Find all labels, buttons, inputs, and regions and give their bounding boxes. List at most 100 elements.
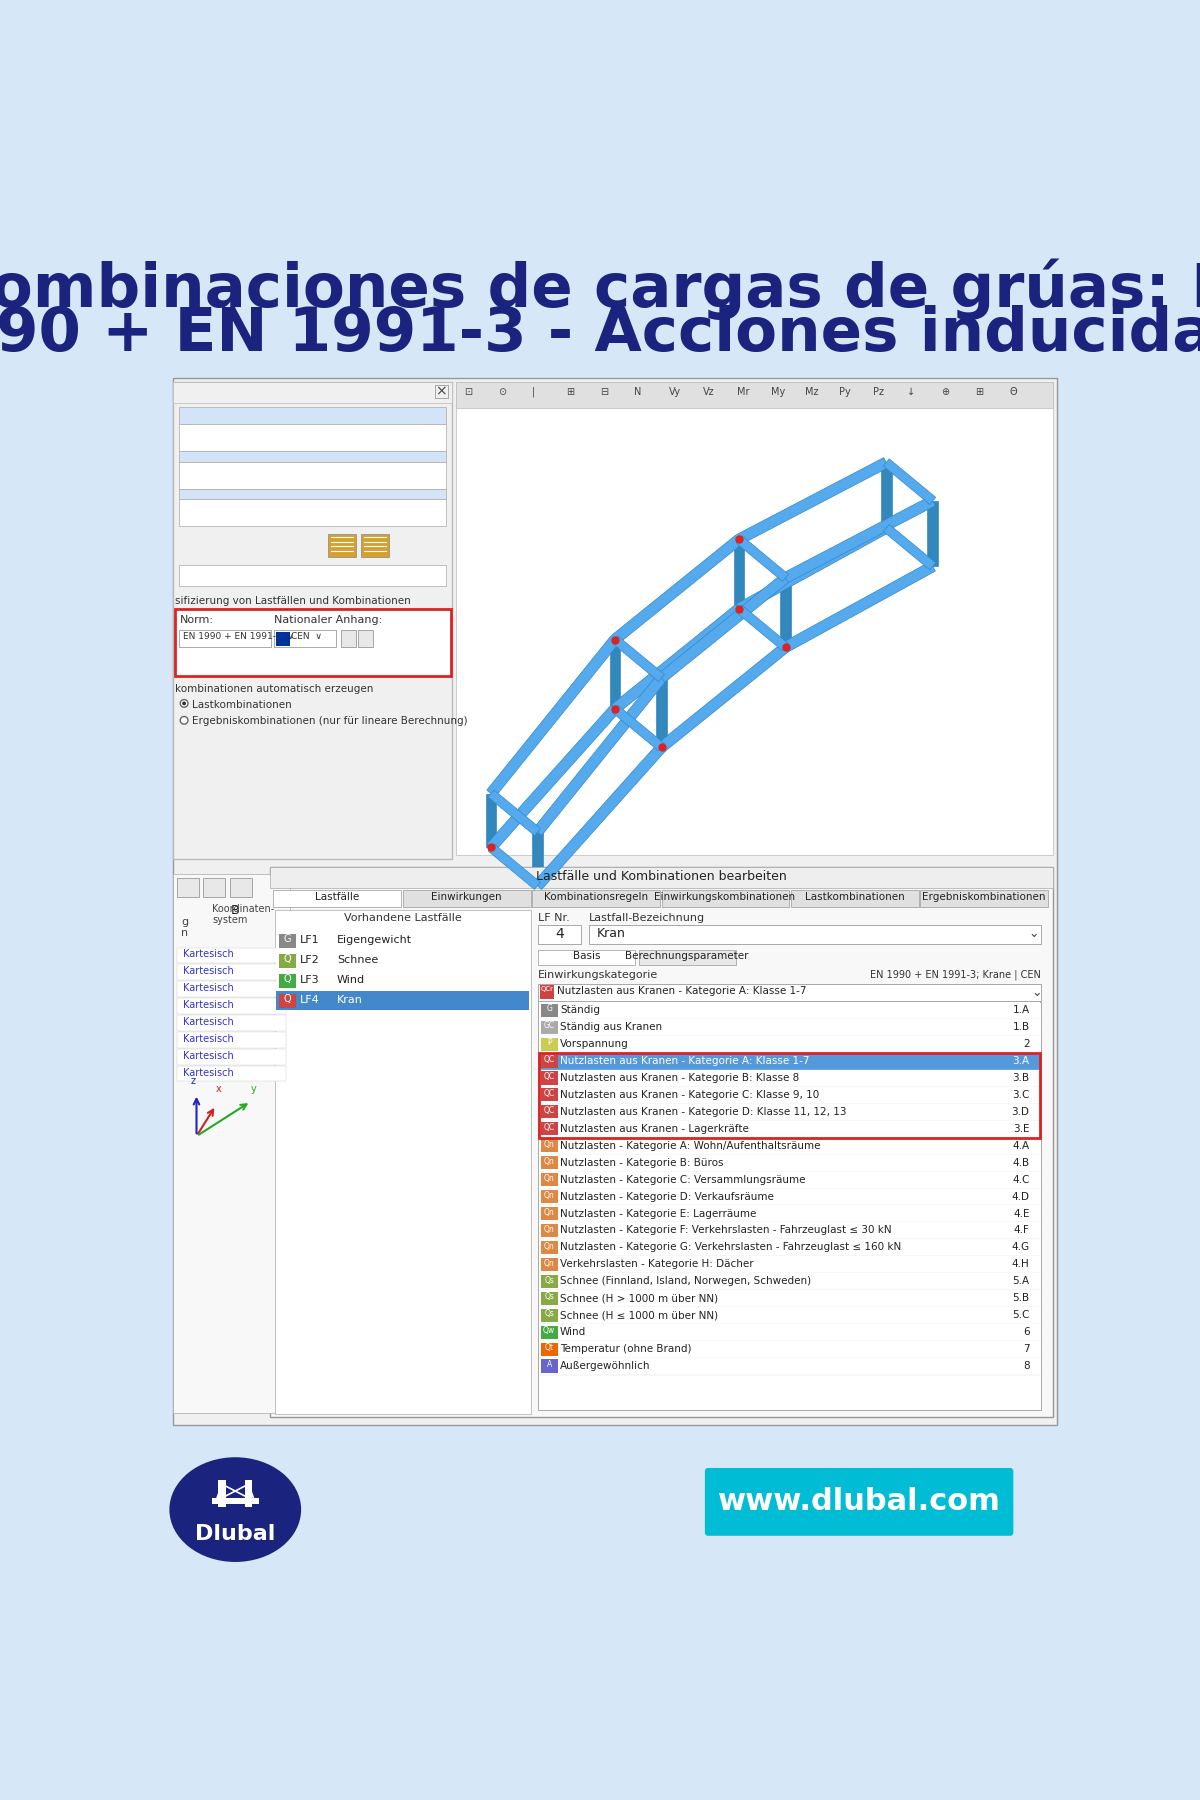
Text: QC: QC	[544, 1073, 554, 1082]
Text: Koordinaten-
system: Koordinaten- system	[212, 904, 275, 925]
Text: Combinaciones de cargas de grúas: EN: Combinaciones de cargas de grúas: EN	[0, 259, 1200, 320]
Polygon shape	[487, 635, 619, 797]
Text: Wind: Wind	[560, 1327, 587, 1337]
Text: 1990 + EN 1991-3 - Acciones inducidas...: 1990 + EN 1991-3 - Acciones inducidas...	[0, 304, 1200, 364]
Bar	[541, 1343, 558, 1355]
Text: QC: QC	[544, 1055, 554, 1064]
Text: Kartesisch: Kartesisch	[182, 1067, 233, 1078]
Text: ⌄: ⌄	[1031, 986, 1042, 999]
Bar	[640, 950, 736, 965]
Polygon shape	[737, 524, 889, 614]
Bar	[180, 488, 446, 499]
Bar	[456, 382, 1052, 409]
Polygon shape	[883, 459, 936, 504]
Text: QC: QC	[544, 1123, 554, 1132]
Text: ⊡: ⊡	[464, 387, 472, 398]
Polygon shape	[488, 790, 540, 835]
Bar	[276, 632, 289, 646]
Text: kombinationen automatisch erzeugen: kombinationen automatisch erzeugen	[175, 684, 373, 695]
Text: P: P	[547, 1039, 552, 1048]
Bar	[539, 1256, 1040, 1273]
Text: Lastkombinationen: Lastkombinationen	[805, 893, 905, 902]
Text: LF1: LF1	[300, 936, 319, 945]
Text: Kartesisch: Kartesisch	[182, 967, 233, 976]
Text: 8: 8	[1022, 1361, 1030, 1372]
Bar	[173, 382, 452, 859]
Text: Q: Q	[283, 974, 290, 985]
Text: Qn: Qn	[544, 1242, 554, 1251]
Bar	[532, 889, 660, 907]
Bar	[920, 889, 1049, 907]
Bar	[541, 1174, 558, 1186]
Text: Eigengewicht: Eigengewicht	[337, 936, 412, 945]
Bar	[539, 983, 1042, 1001]
Bar	[276, 992, 529, 1010]
Text: LF3: LF3	[300, 976, 319, 985]
Text: 4.A: 4.A	[1013, 1141, 1030, 1150]
FancyBboxPatch shape	[704, 1469, 1013, 1535]
Text: Qs: Qs	[544, 1309, 554, 1318]
Bar	[539, 1053, 1040, 1069]
Bar	[270, 866, 1052, 887]
Bar	[173, 382, 452, 403]
Bar	[539, 1240, 1040, 1256]
Bar	[278, 994, 295, 1008]
Bar	[173, 378, 1057, 1426]
Circle shape	[182, 702, 186, 706]
Text: Q: Q	[283, 994, 290, 1004]
Text: Nutzlasten aus Kranen - Kategorie D: Klasse 11, 12, 13: Nutzlasten aus Kranen - Kategorie D: Kla…	[560, 1107, 846, 1116]
Text: 3.D: 3.D	[1012, 1107, 1030, 1116]
Bar	[539, 1003, 1040, 1019]
Text: ↓: ↓	[907, 387, 916, 398]
Text: g: g	[181, 916, 188, 927]
Bar	[539, 1019, 1040, 1037]
Text: 4.H: 4.H	[1012, 1260, 1030, 1269]
Text: EN 1990 + EN 1991-3; ∨: EN 1990 + EN 1991-3; ∨	[182, 632, 294, 641]
Text: Qn: Qn	[544, 1258, 554, 1267]
Text: 4.B: 4.B	[1013, 1157, 1030, 1168]
Bar	[539, 1273, 1040, 1291]
Bar	[539, 1188, 1040, 1206]
Bar	[541, 1224, 558, 1237]
Text: Nutzlasten aus Kranen - Lagerkräfte: Nutzlasten aus Kranen - Lagerkräfte	[560, 1123, 749, 1134]
Bar	[539, 1037, 1040, 1053]
Bar	[456, 382, 1052, 855]
Text: x: x	[216, 1084, 222, 1094]
Text: Kran: Kran	[337, 995, 362, 1004]
Text: 4.D: 4.D	[1012, 1192, 1030, 1202]
Text: 1.B: 1.B	[1013, 1022, 1030, 1031]
Text: B: B	[230, 904, 240, 916]
Text: Nutzlasten - Kategorie A: Wohn/Aufenthaltsräume: Nutzlasten - Kategorie A: Wohn/Aufenthal…	[560, 1141, 821, 1150]
Text: Nutzlasten aus Kranen - Kategorie A: Klasse 1-7: Nutzlasten aus Kranen - Kategorie A: Kla…	[557, 986, 806, 995]
Bar	[361, 535, 389, 558]
Polygon shape	[533, 675, 666, 835]
Bar	[180, 450, 446, 461]
Text: ⊙: ⊙	[498, 387, 506, 398]
Bar	[178, 1066, 286, 1082]
Bar	[178, 947, 286, 963]
Text: n: n	[181, 929, 188, 938]
Text: Nationaler Anhang:: Nationaler Anhang:	[274, 616, 383, 625]
Bar	[541, 1071, 558, 1085]
Polygon shape	[883, 524, 936, 571]
Text: Nutzlasten - Kategorie B: Büros: Nutzlasten - Kategorie B: Büros	[560, 1157, 724, 1168]
Text: Nutzlasten - Kategorie E: Lagerräume: Nutzlasten - Kategorie E: Lagerräume	[560, 1208, 756, 1219]
Text: Kartesisch: Kartesisch	[182, 1017, 233, 1026]
Text: Ständig: Ständig	[560, 1004, 600, 1015]
Bar	[539, 1003, 1042, 1409]
Bar	[341, 630, 356, 648]
Text: Qn: Qn	[544, 1157, 554, 1166]
Polygon shape	[733, 540, 744, 608]
Text: 4.F: 4.F	[1014, 1226, 1030, 1235]
Bar	[175, 608, 451, 677]
Text: QC: QC	[544, 1107, 554, 1116]
Bar	[541, 1004, 558, 1017]
Bar	[276, 931, 529, 950]
Polygon shape	[532, 832, 542, 886]
Text: Qn: Qn	[544, 1208, 554, 1217]
Bar	[278, 974, 295, 988]
Bar	[539, 1222, 1040, 1240]
Text: ⊞: ⊞	[566, 387, 575, 398]
Text: Norm:: Norm:	[180, 616, 214, 625]
Polygon shape	[612, 635, 665, 682]
